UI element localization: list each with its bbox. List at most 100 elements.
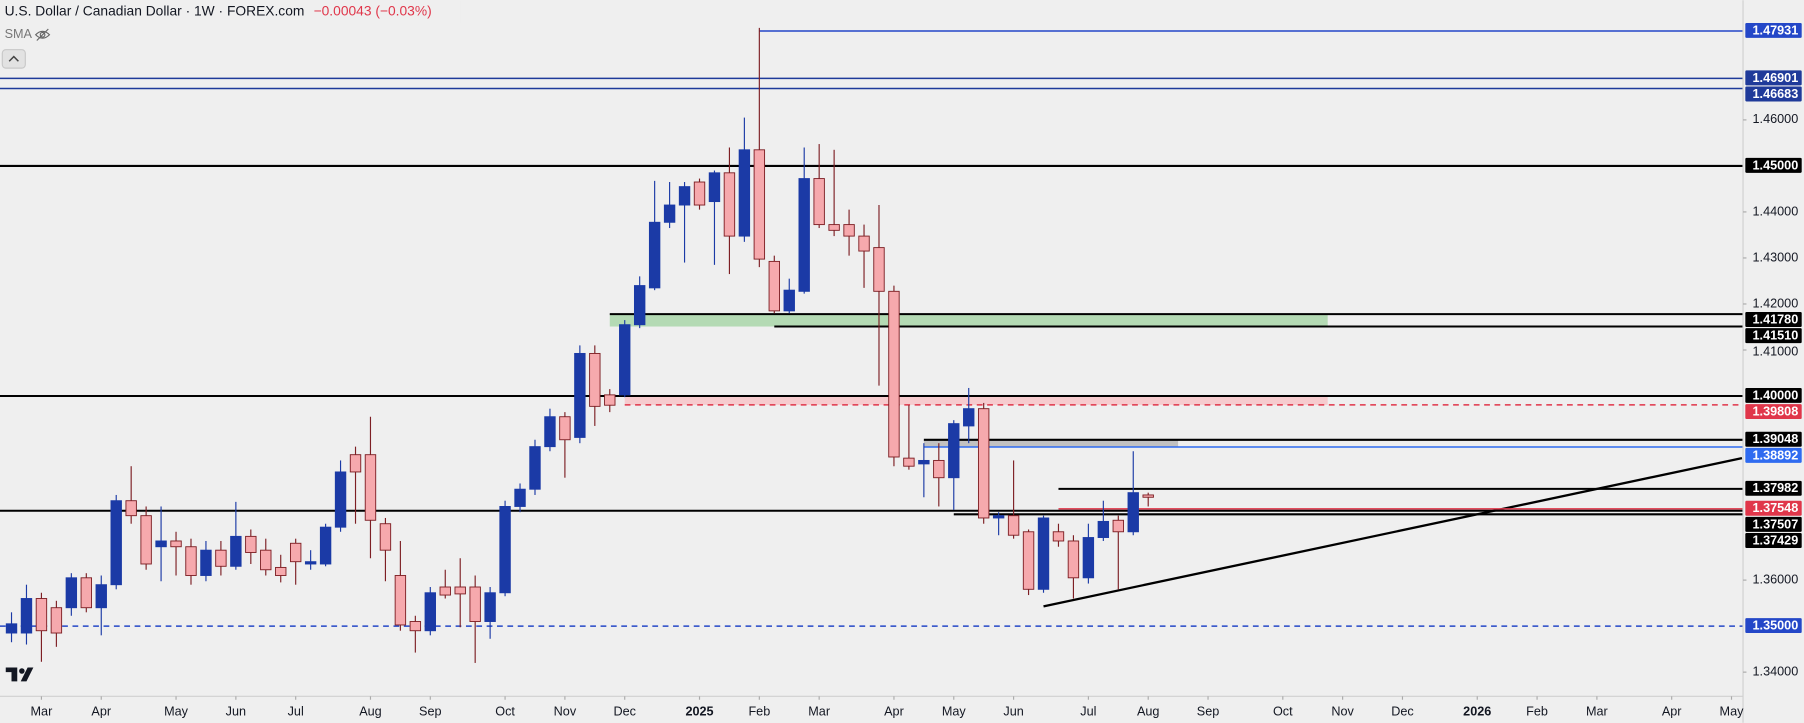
x-tick-label: May bbox=[164, 705, 189, 719]
x-tick-label: May bbox=[1720, 705, 1745, 719]
candle-body bbox=[319, 526, 332, 565]
candle-body bbox=[454, 586, 466, 595]
x-tick-label: 2026 bbox=[1463, 705, 1491, 719]
price-change: −0.00043 (−0.03%) bbox=[314, 3, 432, 18]
x-tick-label: Aug bbox=[1137, 705, 1160, 719]
level-label-box bbox=[1745, 404, 1802, 420]
candle-body bbox=[20, 598, 33, 634]
visibility-icon[interactable] bbox=[34, 28, 51, 41]
candle-body bbox=[1127, 492, 1139, 533]
x-tick-label: Jul bbox=[1080, 705, 1096, 719]
price-axis bbox=[1743, 0, 1804, 723]
candle-body bbox=[289, 542, 302, 563]
candle-body bbox=[843, 224, 855, 237]
tradingview-logo bbox=[5, 667, 34, 682]
candle-body bbox=[349, 454, 362, 473]
candle-body bbox=[409, 621, 422, 632]
candle-body bbox=[648, 221, 661, 289]
candle-body bbox=[334, 471, 347, 528]
y-tick-label: 1.36000 bbox=[1753, 572, 1799, 586]
level-label-box bbox=[1745, 533, 1802, 548]
candle-body bbox=[469, 586, 481, 622]
candle-body bbox=[5, 623, 18, 634]
candle-body bbox=[80, 577, 92, 609]
level-label-box bbox=[1745, 480, 1802, 496]
candle-body bbox=[798, 178, 810, 292]
level-labels: 1.47931 1.46901 1.46683 1.46000 1.45000 1.440… bbox=[1743, 22, 1802, 678]
candle-body bbox=[903, 457, 915, 467]
x-tick-label: Feb bbox=[1526, 705, 1548, 719]
level-label: 1.35000 bbox=[1753, 618, 1799, 632]
candle-body bbox=[693, 181, 706, 206]
candle-body bbox=[230, 535, 242, 567]
candle-body bbox=[753, 149, 766, 260]
candle-body bbox=[992, 515, 1005, 519]
x-tick-label: Mar bbox=[1586, 705, 1608, 719]
candle-body bbox=[364, 454, 377, 521]
zone bbox=[624, 396, 1328, 405]
candle-body bbox=[1142, 494, 1154, 498]
candle-body bbox=[633, 285, 646, 326]
level-label: 1.37507 bbox=[1753, 517, 1799, 531]
candle-body bbox=[1052, 531, 1065, 542]
candle-body bbox=[275, 566, 287, 576]
y-tick-label: 1.44000 bbox=[1753, 204, 1799, 218]
candles bbox=[5, 27, 1154, 663]
collapse-button[interactable] bbox=[1, 49, 26, 69]
x-tick-label: Mar bbox=[31, 705, 53, 719]
y-tick-label: 1.41000 bbox=[1753, 345, 1799, 359]
candle-body bbox=[977, 408, 990, 519]
level-label-box bbox=[1745, 70, 1802, 86]
candle-body bbox=[963, 408, 975, 427]
candle-body bbox=[828, 224, 840, 231]
candle-body bbox=[1007, 515, 1020, 536]
candle-body bbox=[499, 506, 511, 594]
level-label: 1.40000 bbox=[1753, 388, 1799, 402]
x-tick-label: Aug bbox=[359, 705, 382, 719]
level-label: 1.46901 bbox=[1753, 71, 1799, 85]
x-tick-label: 2025 bbox=[685, 705, 713, 719]
x-tick-label: Nov bbox=[1331, 705, 1354, 719]
level-label: 1.47931 bbox=[1753, 23, 1799, 37]
zone bbox=[609, 314, 1328, 327]
level-label: 1.45000 bbox=[1753, 158, 1799, 172]
y-tick-label: 1.43000 bbox=[1753, 250, 1799, 264]
candle-body bbox=[260, 549, 272, 571]
candle-body bbox=[738, 149, 751, 237]
candle-body bbox=[514, 488, 526, 507]
level-label: 1.39808 bbox=[1753, 404, 1799, 418]
candle-body bbox=[529, 446, 541, 490]
symbol-title: U.S. Dollar / Canadian Dollar · 1W · FOR… bbox=[5, 3, 305, 18]
x-tick-label: Mar bbox=[808, 705, 830, 719]
candle-body bbox=[95, 584, 107, 609]
x-tick-label: Jun bbox=[1003, 705, 1023, 719]
x-tick-label: Sep bbox=[419, 705, 442, 719]
candle-body bbox=[1037, 517, 1050, 590]
x-tick-label: Dec bbox=[1391, 705, 1413, 719]
candle-body bbox=[110, 500, 122, 586]
x-tick-label: Dec bbox=[613, 705, 635, 719]
level-label-box bbox=[1745, 312, 1802, 327]
level-label-box bbox=[1745, 447, 1802, 463]
candle-body bbox=[888, 290, 900, 458]
level-label: 1.41510 bbox=[1753, 329, 1799, 343]
candle-body bbox=[589, 352, 601, 407]
trendline bbox=[1043, 457, 1743, 608]
candle-body bbox=[140, 515, 152, 565]
candle-body bbox=[948, 423, 960, 479]
x-tick-label: Jul bbox=[288, 705, 304, 719]
candle-body bbox=[439, 586, 451, 596]
candle-body bbox=[155, 540, 167, 548]
candle-body bbox=[1097, 520, 1110, 538]
x-tick-label: Apr bbox=[1662, 705, 1682, 719]
indicator-name[interactable]: SMA bbox=[5, 27, 33, 41]
candle-body bbox=[873, 247, 885, 292]
levels bbox=[0, 30, 1744, 627]
candle-body bbox=[65, 577, 78, 609]
level-label: 1.37548 bbox=[1753, 501, 1799, 515]
candle-body bbox=[813, 178, 825, 226]
